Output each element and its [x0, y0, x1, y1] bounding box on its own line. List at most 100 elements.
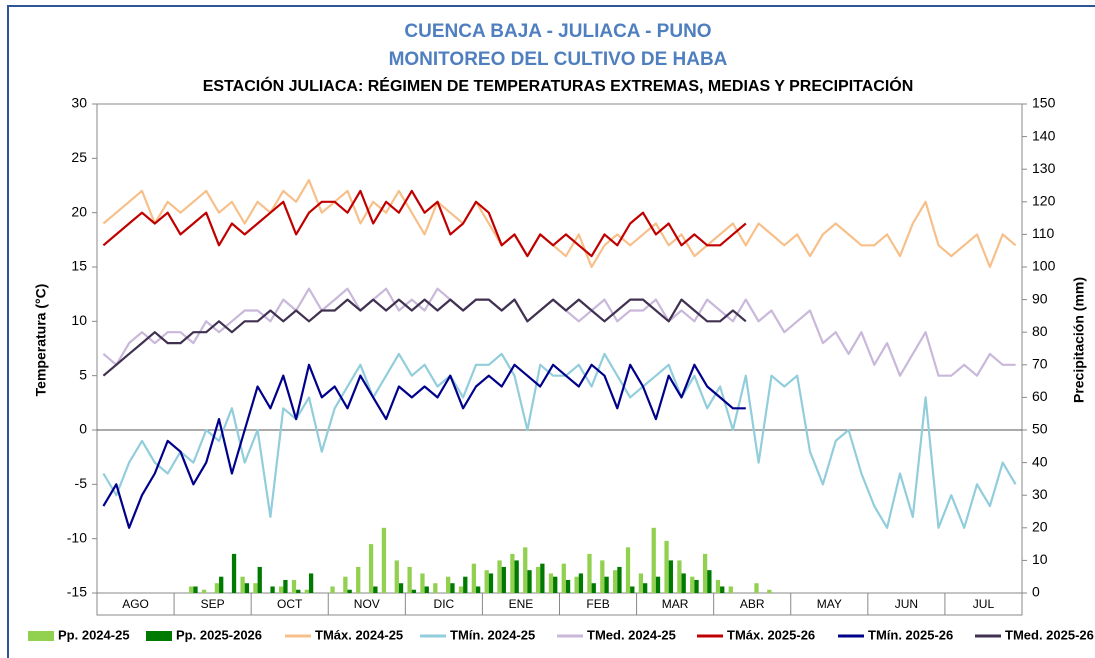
- precip-bar: [488, 573, 494, 593]
- precip-bar: [690, 576, 695, 593]
- y2-tick-label: 20: [1032, 519, 1048, 535]
- y2-tick-label: 70: [1032, 356, 1048, 372]
- precip-bar: [193, 586, 198, 593]
- legend-label: Pp. 2025-2026: [176, 627, 262, 642]
- chart-subtitle: ESTACIÓN JULIACA: RÉGIMEN DE TEMPERATURA…: [203, 76, 914, 95]
- precip-bar: [553, 576, 558, 593]
- precip-bar: [279, 586, 284, 593]
- precip-bar: [257, 566, 262, 593]
- precip-bar: [433, 583, 438, 593]
- precip-bar: [231, 553, 237, 593]
- y-tick-label: -15: [67, 584, 87, 600]
- temperature-line: [102, 287, 1016, 377]
- y-tick-label: 30: [71, 95, 87, 111]
- precip-bar: [651, 527, 656, 593]
- precip-bar: [720, 586, 725, 593]
- y-tick-label: 10: [71, 312, 87, 328]
- x-tick-label: SEP: [201, 597, 225, 611]
- legend-label: TMáx. 2024-25: [315, 627, 403, 642]
- y-tick-label: 20: [71, 203, 87, 219]
- precip-bar: [283, 579, 288, 593]
- precip-bar: [450, 583, 455, 593]
- precip-bar: [574, 576, 579, 593]
- precip-bar: [501, 566, 506, 593]
- y2-tick-label: 40: [1032, 453, 1048, 469]
- legend-swatch: [146, 631, 172, 641]
- precip-bar: [677, 560, 682, 593]
- x-tick-label: AGO: [122, 597, 149, 611]
- y2-tick-label: 140: [1032, 127, 1056, 143]
- y2-tick-label: 80: [1032, 323, 1048, 339]
- precip-bar: [715, 579, 721, 593]
- precip-bar: [398, 583, 404, 593]
- frame: [7, 5, 1095, 658]
- y2-tick-label: 50: [1032, 421, 1048, 437]
- legend-label: TMed. 2024-25: [587, 627, 676, 642]
- chart-title: CUENCA BAJA - JULIACA - PUNO: [404, 21, 711, 42]
- precip-bar: [368, 544, 374, 593]
- y2-axis-label: Precipitación (mm): [1071, 277, 1087, 403]
- precip-bar: [308, 573, 314, 593]
- precip-bar: [304, 589, 309, 593]
- legend-label: TMín. 2024-25: [450, 627, 535, 642]
- x-tick-label: JUN: [895, 597, 918, 611]
- chart-subtitle: MONITOREO DEL CULTIVO DE HABA: [389, 49, 728, 70]
- precip-bar: [548, 573, 554, 593]
- precip-bar: [411, 589, 417, 593]
- precip-bar: [617, 566, 622, 593]
- legend-label: Pp. 2024-25: [58, 627, 130, 642]
- y-tick-label: -10: [67, 529, 87, 545]
- precip-bar: [655, 576, 661, 593]
- precip-bar: [484, 570, 489, 593]
- precip-bar: [540, 563, 545, 593]
- precip-bar: [613, 570, 618, 593]
- precip-bar: [668, 560, 673, 593]
- precip-bar: [638, 573, 644, 593]
- y-tick-label: 0: [79, 421, 87, 437]
- y2-tick-label: 110: [1032, 225, 1055, 241]
- x-tick-label: OCT: [277, 597, 303, 611]
- precip-bar: [343, 576, 348, 593]
- y-tick-label: 25: [71, 149, 87, 165]
- x-tick-label: MAR: [662, 597, 689, 611]
- precip-bar: [219, 576, 224, 593]
- precip-bar: [510, 553, 515, 593]
- temperature-line: [102, 363, 746, 529]
- x-tick-label: JUL: [973, 597, 995, 611]
- precip-bar: [201, 589, 207, 593]
- legend-label: TMín. 2025-26: [868, 627, 953, 642]
- precip-bar: [643, 583, 648, 593]
- precip-bar: [728, 586, 733, 593]
- precip-bar: [240, 576, 245, 593]
- precip-bar: [475, 586, 481, 593]
- temperature-line: [102, 179, 1017, 269]
- precip-bar: [497, 560, 502, 593]
- y2-tick-label: 0: [1032, 584, 1040, 600]
- precip-bar: [189, 586, 194, 593]
- precip-bar: [463, 576, 468, 593]
- temperature-line: [102, 298, 747, 377]
- legend-swatch: [28, 631, 54, 641]
- x-tick-label: FEB: [586, 597, 609, 611]
- precip-bar: [587, 553, 592, 593]
- precip-bar: [347, 589, 352, 593]
- precip-bar: [424, 586, 429, 593]
- x-tick-label: ENE: [509, 597, 534, 611]
- precip-bar: [561, 563, 566, 593]
- precip-bar: [578, 573, 584, 593]
- temperature-line: [102, 189, 747, 258]
- precip-bar: [523, 547, 528, 593]
- y2-tick-label: 150: [1032, 95, 1056, 111]
- precip-bar: [625, 547, 631, 593]
- y2-tick-label: 60: [1032, 388, 1048, 404]
- precip-bar: [253, 583, 258, 593]
- x-tick-label: NOV: [354, 597, 380, 611]
- y-tick-label: 5: [79, 366, 87, 382]
- precip-bar: [702, 553, 708, 593]
- legend-label: TMáx. 2025-26: [727, 627, 815, 642]
- precip-bar: [514, 560, 519, 593]
- legend-label: TMed. 2025-26: [1005, 627, 1094, 642]
- precip-bar: [527, 570, 532, 593]
- y2-tick-label: 90: [1032, 290, 1048, 306]
